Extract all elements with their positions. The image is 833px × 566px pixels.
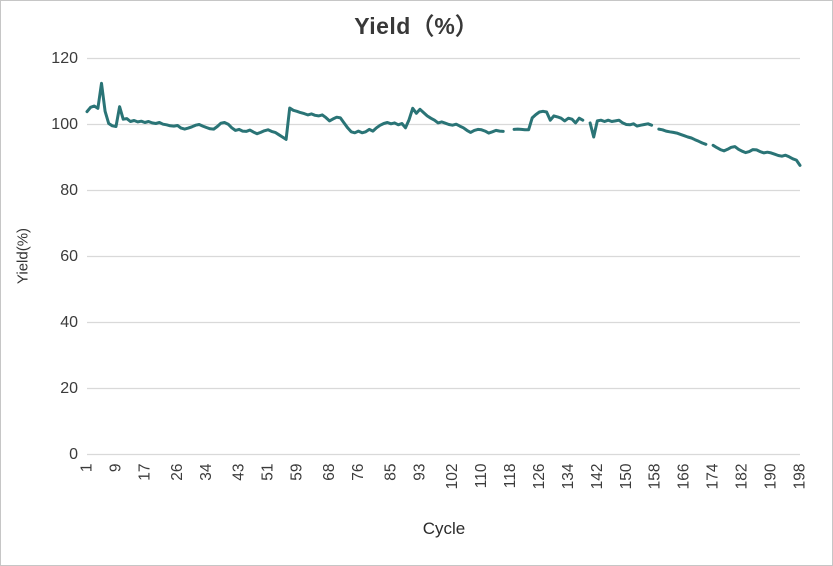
y-axis-title: Yield(%) (14, 227, 32, 285)
x-tick-label: 110 (473, 463, 490, 488)
y-tick-label: 120 (51, 50, 78, 67)
y-tick-label: 40 (60, 314, 78, 331)
y-tick-label: 100 (51, 116, 78, 133)
x-tick-label: 118 (502, 464, 519, 489)
x-tick-label: 198 (792, 464, 809, 490)
x-tick-label: 174 (705, 463, 722, 489)
x-tick-label: 182 (734, 464, 751, 490)
y-tick-label: 60 (60, 248, 78, 265)
y-tick-label: 20 (60, 380, 78, 397)
y-tick-label: 0 (69, 446, 78, 463)
x-tick-label: 158 (647, 464, 664, 490)
x-tick-label: 43 (231, 464, 248, 481)
x-tick-label: 26 (169, 464, 186, 481)
x-tick-label: 142 (589, 464, 606, 490)
x-tick-label: 9 (107, 464, 124, 473)
x-tick-label: 68 (321, 464, 338, 481)
x-tick-label: 34 (198, 463, 215, 481)
x-tick-label: 126 (531, 464, 548, 490)
x-tick-label: 51 (259, 464, 276, 481)
chart-title: Yield（%） (354, 13, 479, 39)
x-tick-label: 190 (763, 463, 780, 489)
x-tick-label: 1 (79, 464, 96, 473)
x-tick-label: 102 (444, 464, 461, 490)
x-tick-label: 85 (383, 464, 400, 481)
x-tick-label: 76 (350, 464, 367, 481)
x-tick-label: 17 (136, 464, 153, 481)
x-axis-title: Cycle (422, 519, 466, 538)
x-tick-label: 166 (676, 464, 693, 490)
x-tick-label: 150 (618, 463, 635, 489)
yield-line (85, 81, 802, 167)
y-tick-label: 80 (60, 182, 78, 199)
x-tick-label: 93 (411, 464, 428, 481)
x-tick-label: 134 (560, 463, 577, 489)
x-tick-label: 59 (288, 464, 305, 481)
